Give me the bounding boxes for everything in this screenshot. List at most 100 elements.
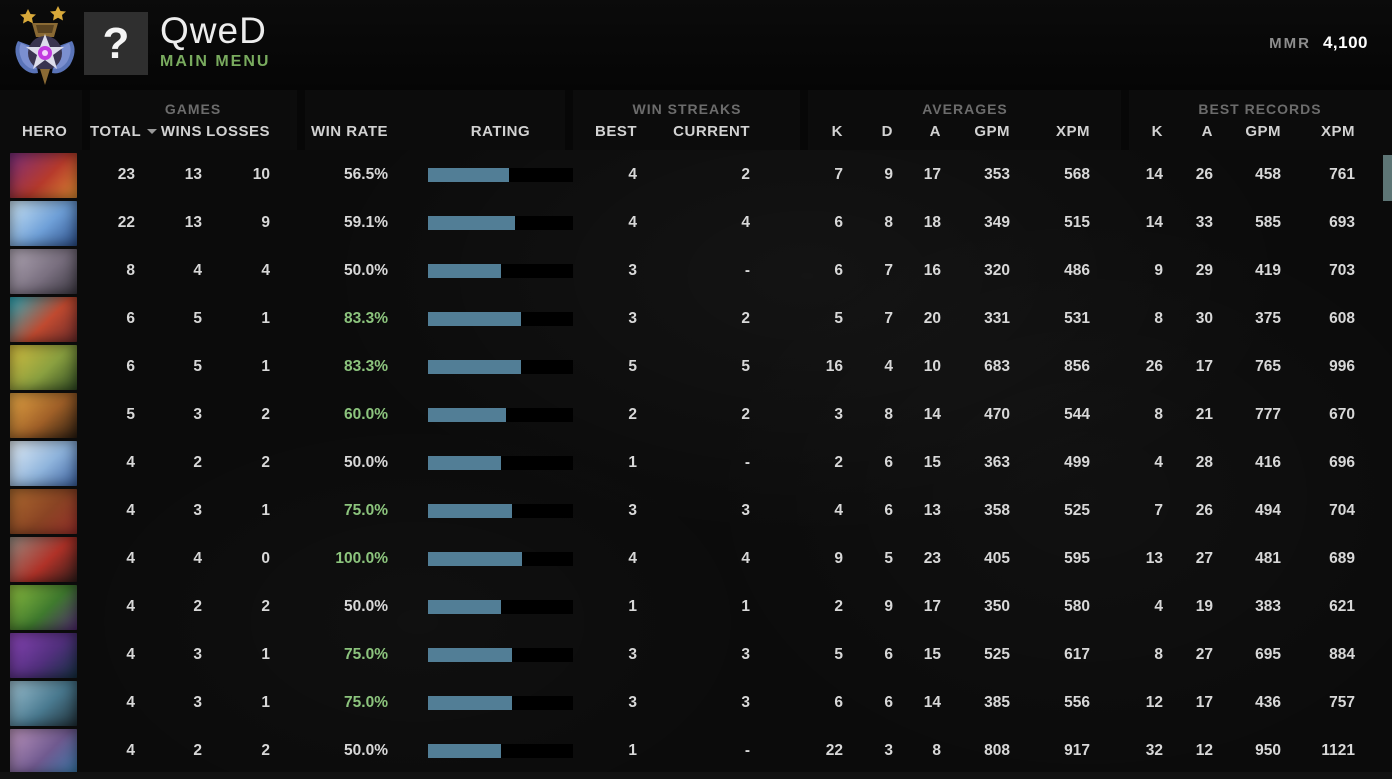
losses-value: 1 (261, 646, 270, 663)
rating-bar-fill (428, 744, 501, 758)
column-header-hero[interactable]: HERO (22, 123, 68, 140)
column-header-record-assists[interactable]: A (1201, 123, 1213, 140)
record-xpm-value: 884 (1329, 646, 1355, 663)
hero-row[interactable]: 6 5 1 83.3% 3 2 5 7 20 331 531 8 30 375 … (0, 295, 1392, 343)
best-streak-value: 3 (628, 646, 637, 663)
header-panel-rating (305, 90, 565, 150)
wins-value: 2 (193, 742, 202, 759)
hero-row[interactable]: 22 13 9 59.1% 4 4 6 8 18 349 515 14 33 5… (0, 199, 1392, 247)
avg-kills-value: 3 (834, 406, 843, 423)
total-games-value: 5 (126, 406, 135, 423)
column-header-streak-best[interactable]: BEST (594, 123, 637, 140)
hero-portrait[interactable] (10, 296, 77, 342)
column-header-total[interactable]: TOTAL (90, 123, 158, 140)
wins-value: 3 (193, 502, 202, 519)
avg-xpm-value: 856 (1064, 358, 1090, 375)
hero-portrait[interactable] (10, 632, 77, 678)
hero-row[interactable]: 23 13 10 56.5% 4 2 7 9 17 353 568 14 26 … (0, 151, 1392, 199)
column-header-record-kills[interactable]: K (1151, 123, 1163, 140)
hero-row[interactable]: 4 3 1 75.0% 3 3 5 6 15 525 617 8 27 695 … (0, 631, 1392, 679)
rating-bar (428, 504, 573, 518)
player-avatar[interactable]: ? (84, 12, 148, 75)
column-header-wins[interactable]: WINS (160, 123, 202, 140)
avg-kills-value: 4 (834, 502, 843, 519)
hero-portrait[interactable] (10, 488, 77, 534)
hero-portrait[interactable] (10, 728, 77, 774)
total-games-value: 4 (126, 550, 135, 567)
record-kills-value: 4 (1154, 454, 1163, 471)
column-header-record-gpm[interactable]: GPM (1245, 123, 1281, 140)
losses-value: 10 (252, 166, 270, 183)
avg-xpm-value: 580 (1064, 598, 1090, 615)
hero-portrait[interactable] (10, 440, 77, 486)
record-assists-value: 26 (1195, 502, 1213, 519)
hero-row[interactable]: 4 3 1 75.0% 3 3 6 6 14 385 556 12 17 436… (0, 679, 1392, 727)
record-kills-value: 14 (1145, 214, 1163, 231)
hero-portrait[interactable] (10, 536, 77, 582)
column-header-avg-gpm[interactable]: GPM (974, 123, 1010, 140)
avg-kills-value: 6 (834, 214, 843, 231)
column-header-win-rate[interactable]: WIN RATE (310, 123, 388, 140)
hero-portrait[interactable] (10, 584, 77, 630)
hero-row[interactable]: 4 2 2 50.0% 1 1 2 9 17 350 580 4 19 383 … (0, 583, 1392, 631)
mmr-label: MMR (1269, 35, 1311, 52)
avg-gpm-value: 358 (984, 502, 1010, 519)
record-assists-value: 21 (1195, 406, 1213, 423)
hero-row[interactable]: 4 2 2 50.0% 1 - 22 3 8 808 917 32 12 950… (0, 727, 1392, 775)
rating-bar (428, 648, 573, 662)
top-bar: ? QweD MAIN MENU MMR 4,100 (0, 0, 1392, 90)
hero-portrait[interactable] (10, 680, 77, 726)
record-kills-value: 8 (1154, 646, 1163, 663)
column-header-losses[interactable]: LOSSES (206, 123, 270, 140)
avg-assists-value: 14 (923, 694, 941, 711)
hero-portrait[interactable] (10, 152, 77, 198)
rank-medal-icon (8, 3, 82, 87)
record-kills-value: 12 (1145, 694, 1163, 711)
current-streak-value: 3 (741, 694, 750, 711)
hero-row[interactable]: 8 4 4 50.0% 3 - 6 7 16 320 486 9 29 419 … (0, 247, 1392, 295)
record-xpm-value: 996 (1329, 358, 1355, 375)
avg-xpm-value: 486 (1064, 262, 1090, 279)
hero-row[interactable]: 4 4 0 100.0% 4 4 9 5 23 405 595 13 27 48… (0, 535, 1392, 583)
table-scrollbar[interactable] (1383, 150, 1392, 779)
hero-portrait[interactable] (10, 200, 77, 246)
total-games-value: 6 (126, 358, 135, 375)
scrollbar-thumb[interactable] (1383, 155, 1392, 201)
rating-bar-fill (428, 648, 513, 662)
hero-row[interactable]: 4 3 1 75.0% 3 3 4 6 13 358 525 7 26 494 … (0, 487, 1392, 535)
record-kills-value: 7 (1154, 502, 1163, 519)
hero-row[interactable]: 6 5 1 83.3% 5 5 16 4 10 683 856 26 17 76… (0, 343, 1392, 391)
total-games-value: 4 (126, 694, 135, 711)
hero-row[interactable]: 5 3 2 60.0% 2 2 3 8 14 470 544 8 21 777 … (0, 391, 1392, 439)
hero-row[interactable]: 4 2 2 50.0% 1 - 2 6 15 363 499 4 28 416 … (0, 439, 1392, 487)
avg-kills-value: 16 (825, 358, 843, 375)
avg-assists-value: 15 (923, 454, 941, 471)
record-kills-value: 4 (1154, 598, 1163, 615)
avg-deaths-value: 7 (884, 262, 893, 279)
record-gpm-value: 765 (1255, 358, 1281, 375)
record-gpm-value: 458 (1255, 166, 1281, 183)
rating-bar (428, 552, 573, 566)
record-assists-value: 17 (1195, 694, 1213, 711)
column-header-avg-deaths[interactable]: D (881, 123, 893, 140)
wins-value: 3 (193, 646, 202, 663)
win-rate-value: 59.1% (344, 214, 388, 231)
hero-portrait[interactable] (10, 392, 77, 438)
avg-xpm-value: 568 (1064, 166, 1090, 183)
column-header-avg-xpm[interactable]: XPM (1055, 123, 1090, 140)
avg-kills-value: 5 (834, 646, 843, 663)
record-assists-value: 29 (1195, 262, 1213, 279)
header-panel-games (90, 90, 297, 150)
hero-portrait[interactable] (10, 248, 77, 294)
main-menu-link[interactable]: MAIN MENU (160, 53, 271, 70)
avg-xpm-value: 595 (1064, 550, 1090, 567)
column-header-streak-current[interactable]: CURRENT (673, 123, 750, 140)
avg-kills-value: 9 (834, 550, 843, 567)
column-header-avg-kills[interactable]: K (831, 123, 843, 140)
column-header-rating[interactable]: RATING (470, 123, 531, 140)
column-header-avg-assists[interactable]: A (929, 123, 941, 140)
avg-deaths-value: 4 (884, 358, 893, 375)
hero-portrait[interactable] (10, 344, 77, 390)
column-header-record-xpm[interactable]: XPM (1320, 123, 1355, 140)
avg-gpm-value: 385 (984, 694, 1010, 711)
